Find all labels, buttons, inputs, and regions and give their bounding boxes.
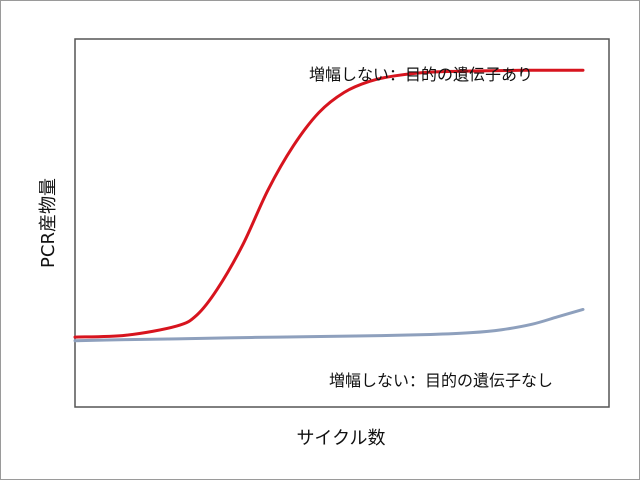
series-line-target-present [73,68,585,339]
series-label-target-absent: 増幅しない：目的の遺伝子なし [329,371,553,390]
series-layer [73,68,585,343]
y-axis-title: PCR産物量 [38,178,59,268]
plot-area [74,38,610,408]
series-line-target-absent [73,307,585,343]
series-label-target-present: 増幅しない：目的の遺伝子あり [309,65,533,84]
x-axis-title: サイクル数 [296,428,385,449]
